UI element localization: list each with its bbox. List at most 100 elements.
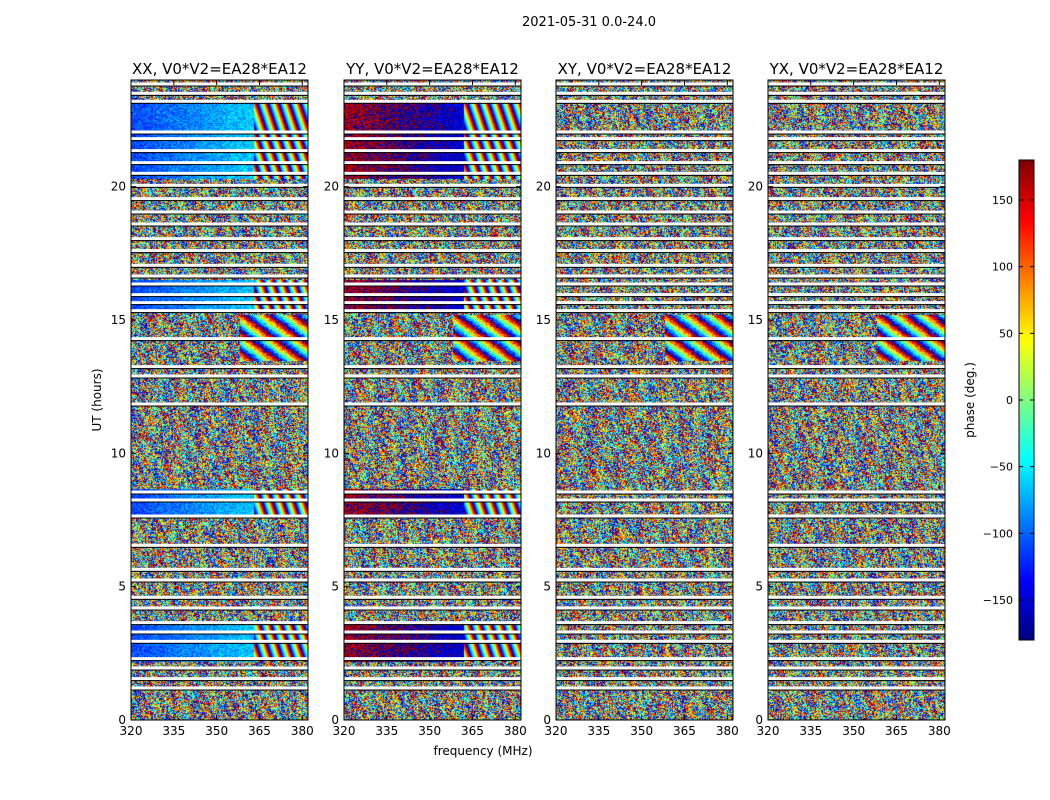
x-tick-label: 350 — [630, 724, 653, 738]
flagged-row — [768, 595, 945, 599]
panels: XX, V0*V2=EA28*EA12 320 335 350 365 380 0 5 10 15… — [111, 60, 951, 738]
flagged-row — [131, 606, 308, 610]
flagged-row — [131, 578, 308, 582]
flagged-row — [131, 657, 308, 661]
colorbar-tick-label: 0 — [1006, 394, 1013, 407]
colorbar: −150 −100 −50 0 50 100 150 phase (deg.) — [963, 159, 1035, 641]
flagged-row — [344, 222, 521, 226]
flagged-row — [768, 82, 945, 86]
flagged-row — [344, 197, 521, 201]
flagged-row — [344, 365, 521, 369]
x-tick-label: 320 — [757, 724, 780, 738]
flagged-row — [344, 282, 521, 286]
flagged-row — [556, 82, 733, 86]
flagged-row — [344, 161, 521, 165]
flagged-row — [131, 82, 308, 86]
x-tick-label: 350 — [205, 724, 228, 738]
flagged-row — [344, 293, 521, 297]
flagged-row — [344, 498, 521, 502]
flagged-row — [768, 309, 945, 313]
flagged-row — [768, 171, 945, 175]
flagged-row — [131, 282, 308, 286]
flagged-row — [556, 130, 733, 134]
flagged-row — [556, 237, 733, 241]
flagged-row — [768, 543, 945, 547]
panel-frame — [130, 79, 309, 721]
flagged-row — [556, 666, 733, 670]
x-tick-label: 350 — [418, 724, 441, 738]
x-tick-label: 335 — [162, 724, 185, 738]
flagged-row — [131, 514, 308, 518]
flagged-row — [344, 91, 521, 95]
y-tick-label: 5 — [118, 580, 126, 594]
flagged-row — [344, 374, 521, 378]
flagged-row — [131, 365, 308, 369]
flagged-row — [556, 309, 733, 313]
y-tick-label: 0 — [755, 713, 763, 727]
flagged-row — [556, 274, 733, 278]
flagged-row — [768, 630, 945, 634]
flagged-row — [344, 606, 521, 610]
flagged-row — [131, 197, 308, 201]
flagged-row — [131, 498, 308, 502]
flagged-row — [556, 639, 733, 643]
x-tick-label: 350 — [842, 724, 865, 738]
flagged-row — [131, 99, 308, 103]
flagged-row — [344, 666, 521, 670]
flagged-row — [344, 183, 521, 187]
flagged-row — [556, 263, 733, 267]
panel-title: XX, V0*V2=EA28*EA12 — [132, 60, 307, 78]
flagged-row — [131, 402, 308, 406]
flagged-row — [556, 91, 733, 95]
colorbar-tick-label: 100 — [992, 261, 1013, 274]
flagged-row — [768, 210, 945, 214]
y-tick-label: 5 — [543, 580, 551, 594]
flagged-row — [768, 149, 945, 153]
y-tick-label: 0 — [543, 713, 551, 727]
flagged-row — [344, 639, 521, 643]
flagged-row — [768, 161, 945, 165]
flagged-row — [344, 543, 521, 547]
flagged-row — [344, 301, 521, 305]
colorbar-ticks: −150 −100 −50 0 50 100 150 — [983, 194, 1034, 607]
panel-title: XY, V0*V2=EA28*EA12 — [558, 60, 732, 78]
flagged-row — [768, 514, 945, 518]
flagged-row — [556, 567, 733, 571]
panel: XX, V0*V2=EA28*EA12 320 335 350 365 380 0 5 10 15… — [111, 60, 314, 738]
flagged-row — [344, 210, 521, 214]
flagged-row — [344, 567, 521, 571]
x-tick-label: 320 — [333, 724, 356, 738]
flagged-row — [768, 301, 945, 305]
flagged-row — [556, 282, 733, 286]
flagged-row — [556, 606, 733, 610]
flagged-row — [131, 91, 308, 95]
flagged-row — [131, 222, 308, 226]
y-tick-label: 5 — [331, 580, 339, 594]
flagged-row — [768, 130, 945, 134]
panel-title: YX, V0*V2=EA28*EA12 — [769, 60, 944, 78]
flagged-row — [556, 171, 733, 175]
flagged-row — [556, 301, 733, 305]
flagged-row — [344, 82, 521, 86]
flagged-row — [344, 630, 521, 634]
flagged-row — [344, 309, 521, 313]
flagged-row — [556, 337, 733, 341]
figure-title: 2021-05-31 0.0-24.0 — [522, 15, 656, 30]
flagged-row — [131, 374, 308, 378]
flagged-row — [556, 514, 733, 518]
flagged-row — [344, 137, 521, 141]
y-tick-label: 10 — [748, 446, 763, 460]
panel-frame — [767, 79, 946, 721]
flagged-row — [768, 657, 945, 661]
flagged-row — [556, 99, 733, 103]
y-tick-label: 20 — [324, 180, 339, 194]
flagged-row — [344, 274, 521, 278]
flagged-row — [768, 99, 945, 103]
flagged-row — [768, 249, 945, 253]
flagged-row — [131, 543, 308, 547]
flagged-row — [768, 263, 945, 267]
y-tick-label: 15 — [748, 313, 763, 327]
flagged-row — [768, 137, 945, 141]
flagged-row — [131, 137, 308, 141]
flagged-row — [556, 137, 733, 141]
